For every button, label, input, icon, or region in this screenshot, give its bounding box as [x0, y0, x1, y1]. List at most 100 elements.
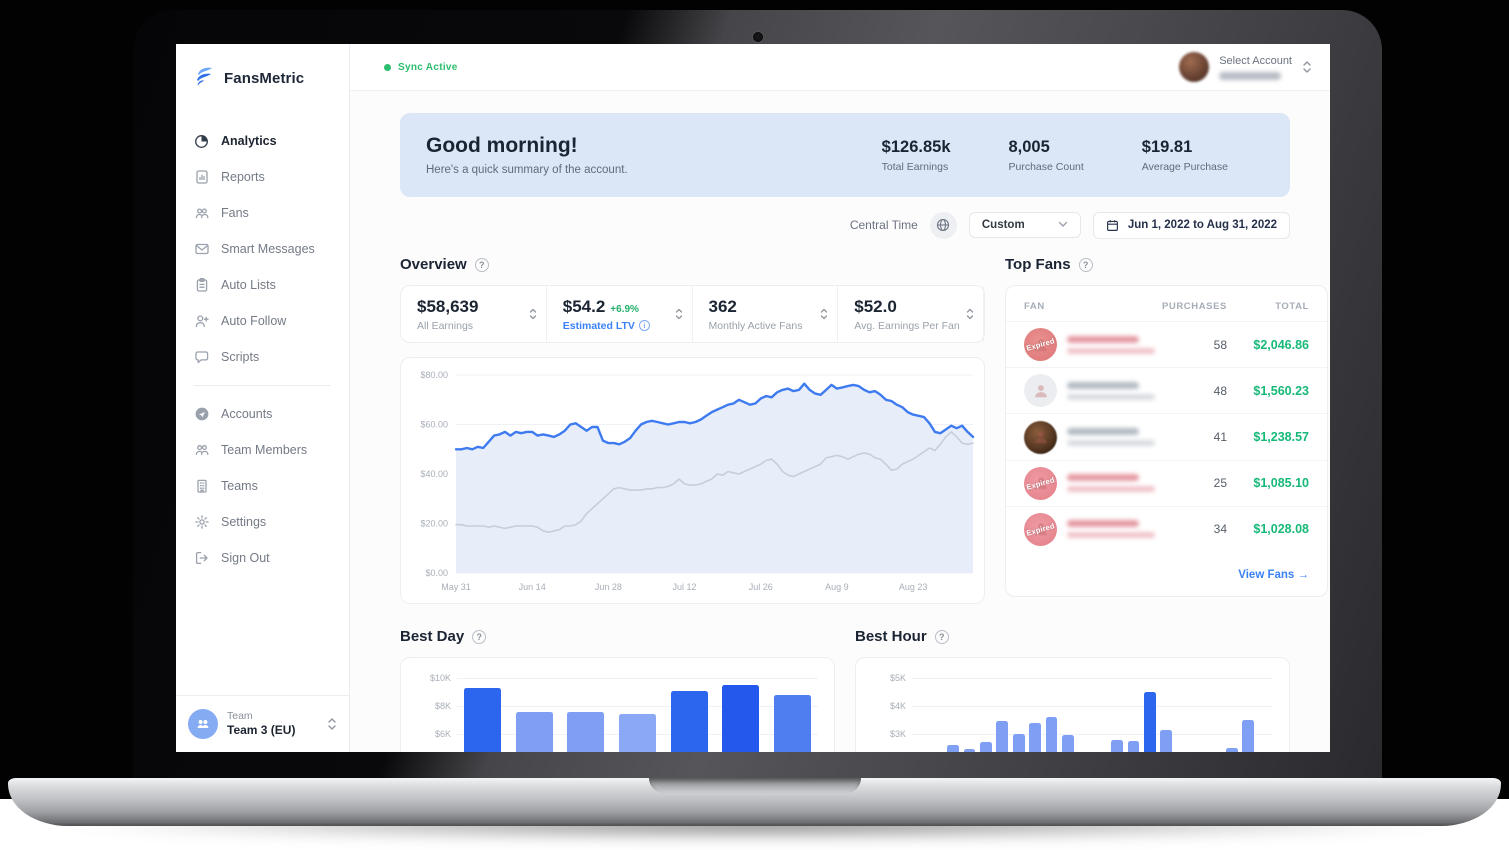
fan-total: $1,085.10	[1253, 476, 1309, 491]
axis-tick-label: $5K	[889, 673, 906, 683]
team-selector[interactable]: Team Team 3 (EU)	[176, 695, 349, 752]
overview-stat-label: All Earnings	[417, 319, 474, 332]
brand-name: FansMetric	[224, 70, 305, 87]
axis-tick-label: $10K	[429, 673, 451, 683]
sidebar-item[interactable]: Fans	[176, 195, 349, 231]
chevron-down-icon	[1058, 220, 1068, 231]
sidebar-item[interactable]: Analytics	[176, 123, 349, 159]
overview-title: Overview	[400, 256, 467, 273]
greeting-subtitle: Here's a quick summary of the account.	[426, 164, 628, 176]
sidebar-item[interactable]: Teams	[176, 468, 349, 504]
bar	[979, 742, 992, 752]
overview-stat: $52.0 Avg. Earnings Per Fan	[838, 286, 984, 342]
nav-icon	[194, 169, 210, 185]
team-avatar	[188, 709, 218, 739]
bar	[1226, 748, 1238, 752]
banner-stat-value: $126.85k	[881, 137, 951, 156]
stat-selector[interactable]	[674, 307, 684, 321]
fan-total: $1,238.57	[1253, 430, 1309, 444]
sidebar-item-label: Settings	[221, 515, 267, 529]
person-icon	[1034, 523, 1047, 536]
banner-stat: 8,005 Purchase Count	[1009, 138, 1084, 173]
greeting-banner: Good morning! Here's a quick summary of …	[400, 113, 1290, 197]
sidebar-item[interactable]: Settings	[176, 504, 349, 540]
overview-stats-card: $58,639 All Earnings	[400, 285, 985, 343]
sidebar-item[interactable]: Smart Messages	[176, 231, 349, 267]
sidebar-item[interactable]: Sign Out	[176, 540, 349, 576]
sidebar-item-label: Reports	[221, 170, 265, 184]
earnings-line-chart: $80.00 $60.00 $40.00 $20.00 $0.00 May 31 Jun 1…	[401, 358, 984, 603]
info-icon[interactable]: i	[638, 320, 650, 331]
sidebar-item[interactable]: Auto Follow	[176, 303, 349, 339]
stat-selector[interactable]	[819, 307, 829, 321]
bar	[947, 745, 959, 752]
fan-total: $1,028.08	[1253, 522, 1309, 537]
bar	[1029, 722, 1041, 752]
overview-stat-value: $58,639	[417, 296, 479, 316]
date-range-picker[interactable]: Jun 1, 2022 to Aug 31, 2022	[1092, 211, 1290, 239]
svg-text:Aug 9: Aug 9	[825, 582, 849, 592]
fan-total: $1,560.23	[1253, 383, 1309, 398]
chevron-updown-icon[interactable]	[1302, 60, 1312, 74]
nav-icon	[194, 442, 210, 458]
column-fan: FAN	[1024, 301, 1045, 312]
best-day-title: Best Day	[400, 628, 465, 645]
sync-status: Sync Active	[384, 62, 458, 73]
fan-purchases: 58	[1213, 337, 1227, 352]
nav-icon	[194, 277, 210, 293]
stat-selector[interactable]	[528, 307, 538, 321]
bar	[1061, 735, 1074, 752]
filter-row: Central Time Custom Jun 1, 202	[400, 210, 1290, 240]
banner-stat-label: Average Purchase	[1141, 160, 1228, 173]
fan-row[interactable]: 48 $1,560.23	[1006, 367, 1327, 413]
help-icon[interactable]: ?	[474, 257, 489, 272]
fan-avatar: Expired	[1024, 466, 1057, 500]
globe-icon	[937, 218, 950, 232]
banner-stat-value: $19.81	[1141, 137, 1193, 156]
chevron-updown-icon[interactable]	[327, 717, 337, 731]
svg-text:$20.00: $20.00	[420, 519, 448, 529]
bar	[567, 711, 605, 752]
banner-stat: $126.85k Total Earnings	[882, 138, 951, 173]
redacted-fan-name	[1067, 520, 1155, 539]
laptop-base	[8, 778, 1501, 826]
bar	[1127, 741, 1140, 752]
range-preset-select[interactable]: Custom	[968, 212, 1081, 238]
gridline	[912, 734, 1273, 735]
sidebar-item[interactable]: Reports	[176, 159, 349, 195]
svg-text:Aug 23: Aug 23	[899, 582, 928, 592]
account-selector[interactable]: Select Account	[1179, 52, 1312, 82]
view-fans-link[interactable]: View Fans →	[1238, 569, 1309, 582]
nav-icon	[194, 478, 210, 494]
fan-purchases: 41	[1213, 430, 1227, 444]
redacted-account-name	[1219, 71, 1282, 80]
sidebar-item[interactable]: Scripts	[176, 339, 349, 375]
fan-row[interactable]: Expired 34 $1,028.08	[1006, 505, 1327, 552]
nav-icon	[194, 313, 210, 329]
help-icon[interactable]: ?	[934, 629, 949, 644]
timezone-button[interactable]	[929, 211, 957, 239]
sidebar-item[interactable]: Accounts	[176, 396, 349, 432]
nav-icon	[194, 241, 210, 257]
axis-tick-label: $8K	[434, 701, 451, 711]
fan-avatar: Expired	[1024, 512, 1057, 546]
fan-row[interactable]: Expired 58 $2,046.86	[1006, 321, 1327, 367]
bar	[618, 714, 657, 752]
stat-selector[interactable]	[965, 307, 975, 321]
bar	[515, 711, 553, 752]
help-icon[interactable]: ?	[472, 629, 487, 644]
bar	[773, 694, 811, 752]
fan-row[interactable]: Expired 25 $1,085.10	[1006, 459, 1327, 506]
calendar-icon	[1106, 219, 1118, 231]
overview-stat-label: Avg. Earnings Per Fan	[854, 319, 960, 332]
banner-stats: $126.85k Total Earnings 8,005 Purchase C…	[882, 138, 1264, 173]
sidebar-item[interactable]: Auto Lists	[176, 267, 349, 303]
team-name: Team 3 (EU)	[227, 723, 296, 738]
help-icon[interactable]: ?	[1078, 257, 1093, 272]
bar	[996, 721, 1009, 752]
brand[interactable]: FansMetric	[176, 44, 349, 107]
banner-stat-label: Purchase Count	[1008, 160, 1084, 173]
timezone-label: Central Time	[849, 218, 918, 232]
sidebar-item[interactable]: Team Members	[176, 432, 349, 468]
fan-row[interactable]: 41 $1,238.57	[1006, 413, 1327, 459]
